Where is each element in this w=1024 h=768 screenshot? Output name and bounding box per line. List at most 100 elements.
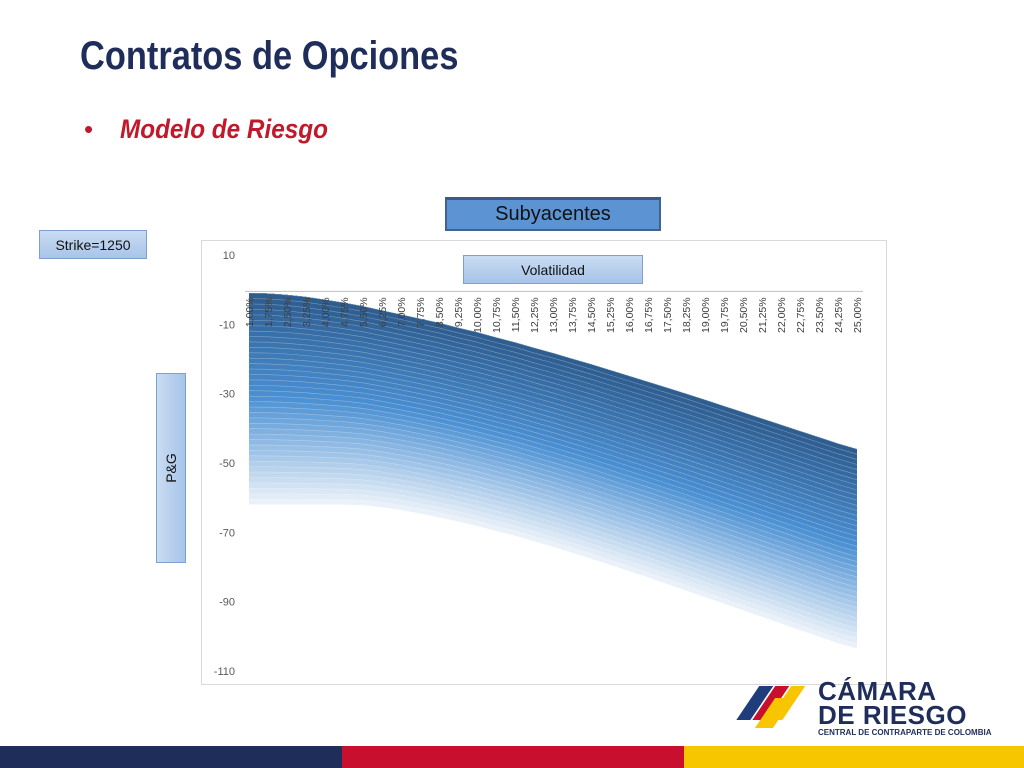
x-tick-label: 12,25% [529,297,541,333]
y-tick-label: -90 [219,597,235,609]
surface-series-line [248,401,858,552]
surface-series-line [248,357,858,511]
surface-series-line [248,444,858,593]
y-tick-label: -30 [219,389,235,401]
x-tick-label: 16,00% [624,297,636,333]
surface-series-line [248,298,858,455]
logo-tagline: CENTRAL DE CONTRAPARTE DE COLOMBIA [818,728,992,737]
x-tick-label: 4,00% [320,297,332,327]
x-tick-label: 11,50% [510,297,522,332]
surface-series-line [248,341,858,496]
footer-bar-red [342,746,684,768]
surface-series-line [248,374,858,527]
x-tick-label: 13,75% [567,297,579,333]
logo-text-de-riesgo: DE RIESGO [818,700,967,730]
slide-subtitle: Modelo de Riesgo [120,114,328,144]
surface-series-line [248,368,858,521]
y-tick-label: -70 [219,527,235,539]
camara-de-riesgo-logo: CÁMARA DE RIESGO CENTRAL DE CONTRAPARTE … [720,676,992,742]
strike-label: Strike=1250 [39,230,147,259]
x-tick-label: 16,75% [643,297,655,333]
x-tick-label: 9,25% [453,297,465,327]
x-tick-label: 2,50% [282,297,294,327]
y-tick-label: -110 [214,666,235,678]
surface-series-line [248,488,858,634]
surface-series-line [249,482,858,629]
surface-series [249,293,857,465]
slide-title: Contratos de Opciones [80,34,459,78]
x-tick-label: 19,75% [719,297,731,333]
surface-series-line [248,336,858,491]
surface-series-line [248,379,858,532]
x-tick-label: 22,75% [795,297,807,333]
x-tick-label: 22,00% [776,297,788,333]
x-tick-label: 24,25% [833,297,845,333]
x-tick-label: 20,50% [738,297,750,333]
surface-series-line [248,406,858,557]
surface-series-line [248,466,858,613]
surface-series-line [248,428,858,578]
surface-series-line [248,417,858,567]
x-tick-label: 23,50% [814,297,826,333]
surface-series-line [248,352,858,506]
surface-series-line [248,319,858,475]
x-tick-label: 21,25% [757,297,769,333]
logo-text-camara: CÁMARA [818,676,937,706]
y-tick-label: -10 [219,319,235,331]
surface-series-line [248,330,858,486]
surface-series [249,293,857,475]
x-tick-label: 4,75% [339,297,351,327]
x-tick-label: 10,00% [472,297,484,333]
surface-series-line [248,385,858,537]
x-tick-label: 7,75% [415,297,427,327]
surface-series-line [249,493,858,639]
x-tick-label: 18,25% [681,297,693,333]
surface-series-line [248,450,858,598]
surface-series-line [249,477,858,624]
bullet-icon: • [84,114,94,144]
x-tick-label: 14,50% [586,297,598,333]
surface-series-line [248,390,858,542]
surface-series-line [248,433,858,583]
y-tick-label: 10 [223,250,235,262]
surface-series-line [248,314,858,470]
surface-series-line [248,395,858,547]
y-tick-label: -50 [219,458,235,470]
surface-series-line [248,460,858,608]
surface-series-line [249,498,858,644]
x-tick-label: 25,00% [852,297,864,333]
x-tick-label: 7,00% [396,297,408,327]
x-tick-label: 15,25% [605,297,617,333]
surface-series-line [248,412,858,562]
surface-series-line [248,292,858,450]
footer-bar-yellow [684,746,1024,768]
surface-series [249,293,857,480]
x-tick-label: 6,25% [377,297,389,327]
surface-series-line [248,309,858,465]
x-tick-label: 1,00% [244,297,256,327]
surface-series-line [248,325,858,481]
x-tick-label: 13,00% [548,297,560,333]
pg-surface-chart: 10 -10 -30 -50 -70 -90 -110 1,00% 1,75% 2,50% 3,25… [214,250,864,678]
volatilidad-axis-title: Volatilidad [463,255,643,284]
surface-series-line [248,439,858,588]
surface-series-line [248,347,858,501]
footer-bar-navy [0,746,342,768]
x-tick-label: 17,50% [662,297,674,333]
x-tick-label: 3,25% [301,297,313,327]
logo-stripes-icon [736,686,806,728]
x-tick-label: 10,75% [491,297,503,333]
pg-axis-title: P&G [163,453,180,483]
surface-series-line [248,455,858,603]
surface-series-line [249,471,858,619]
pg-axis-title-box: P&G [156,373,186,563]
x-tick-label: 5,50% [358,297,370,327]
surface-series-line [248,363,858,516]
surface-series-line [248,303,858,460]
surface-series-line [249,504,858,649]
surface-series-line [248,423,858,573]
x-tick-label: 8,50% [434,297,446,327]
subyacentes-label: Subyacentes [445,197,661,231]
x-tick-label: 19,00% [700,297,712,333]
x-tick-label: 1,75% [263,297,275,327]
